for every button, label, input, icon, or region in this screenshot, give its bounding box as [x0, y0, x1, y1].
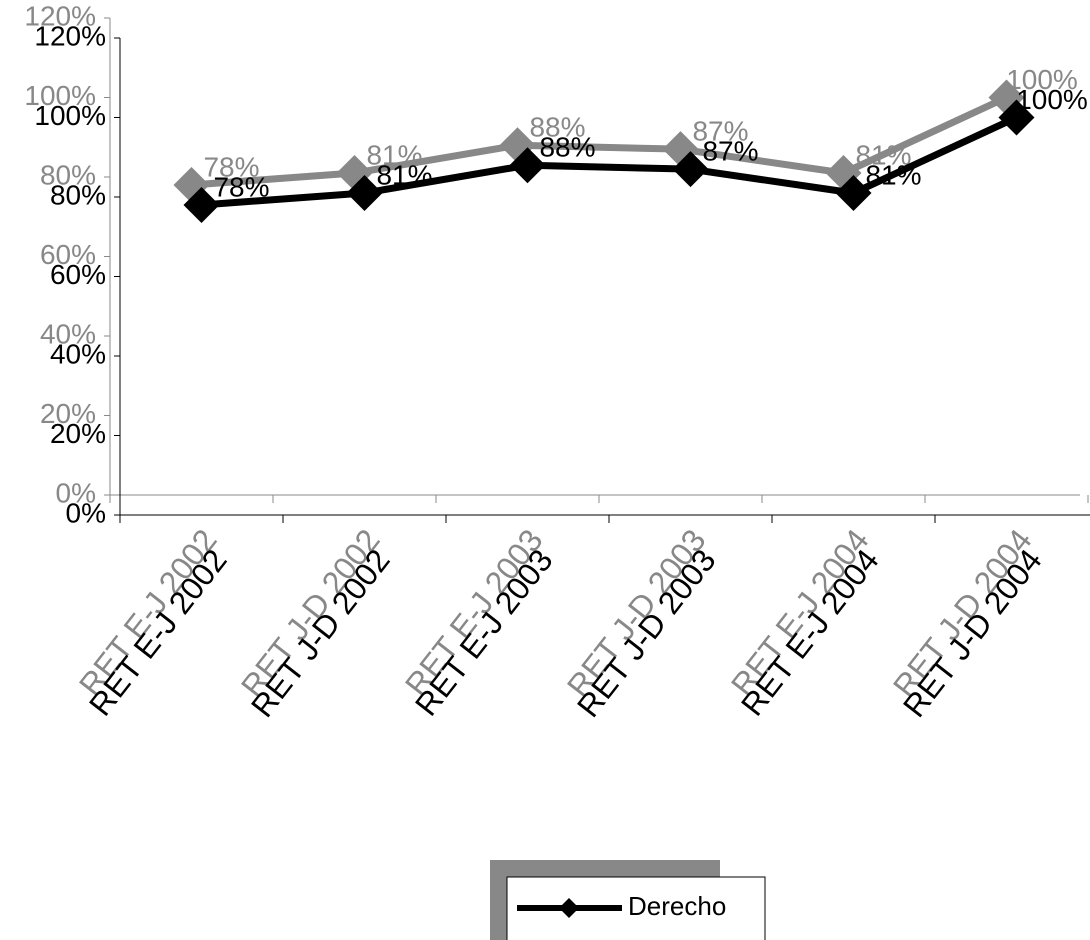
data-label: 81% [855, 139, 911, 170]
data-label: 100% [1016, 84, 1088, 115]
y-tick-label: 100% [34, 100, 106, 131]
y-tick-label: 80% [50, 179, 106, 210]
data-label: 81% [366, 139, 422, 170]
data-label: 78% [203, 151, 259, 182]
data-label: 81% [865, 159, 921, 190]
data-label: 100% [1006, 64, 1078, 95]
y-tick-label: 80% [40, 159, 96, 190]
y-tick-label: 0% [66, 497, 106, 528]
legend-marker [559, 898, 579, 918]
point-marker [509, 147, 546, 184]
y-tick-label: 20% [50, 418, 106, 449]
point-marker [672, 151, 709, 188]
y-tick-label: 100% [24, 80, 96, 111]
point-marker [346, 175, 383, 212]
data-label: 87% [702, 136, 758, 167]
data-label: 88% [529, 112, 585, 143]
y-tick-label: 40% [50, 338, 106, 369]
point-marker [183, 186, 220, 223]
data-label: 87% [692, 116, 748, 147]
legend-label: Derecho [628, 891, 726, 921]
data-label: 78% [213, 171, 269, 202]
series-line [201, 114, 1018, 209]
y-tick-label: 60% [40, 239, 96, 270]
point-marker [835, 175, 872, 212]
y-tick-label: 120% [34, 20, 106, 51]
series-line [191, 94, 1008, 189]
data-label: 81% [376, 159, 432, 190]
y-tick-label: 120% [24, 0, 96, 31]
data-label: 88% [539, 132, 595, 163]
legend: Derecho [490, 860, 766, 940]
y-tick-label: 20% [40, 398, 96, 429]
point-marker [998, 99, 1035, 136]
y-tick-label: 60% [50, 259, 106, 290]
y-tick-label: 40% [40, 318, 96, 349]
y-tick-label: 0% [56, 477, 96, 508]
